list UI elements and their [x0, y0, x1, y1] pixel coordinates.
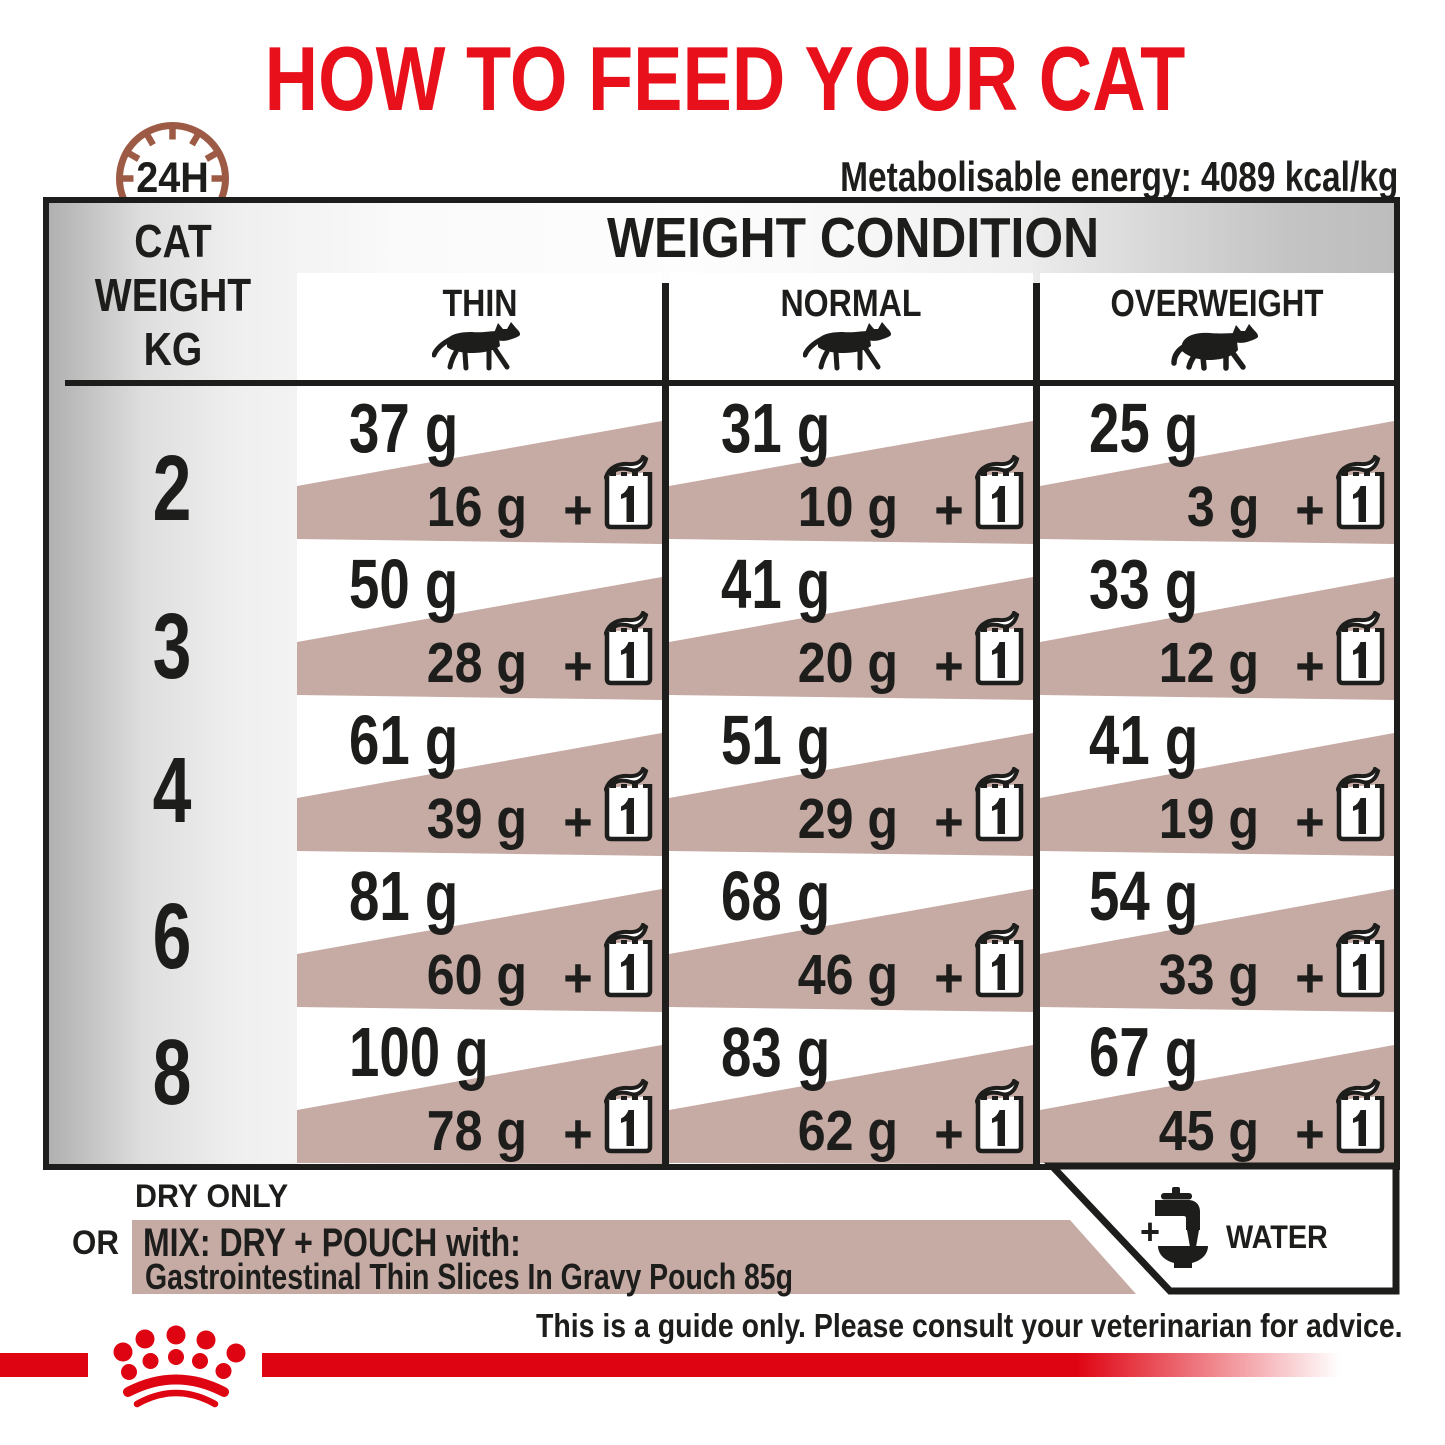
svg-text:24H: 24H: [136, 153, 209, 201]
